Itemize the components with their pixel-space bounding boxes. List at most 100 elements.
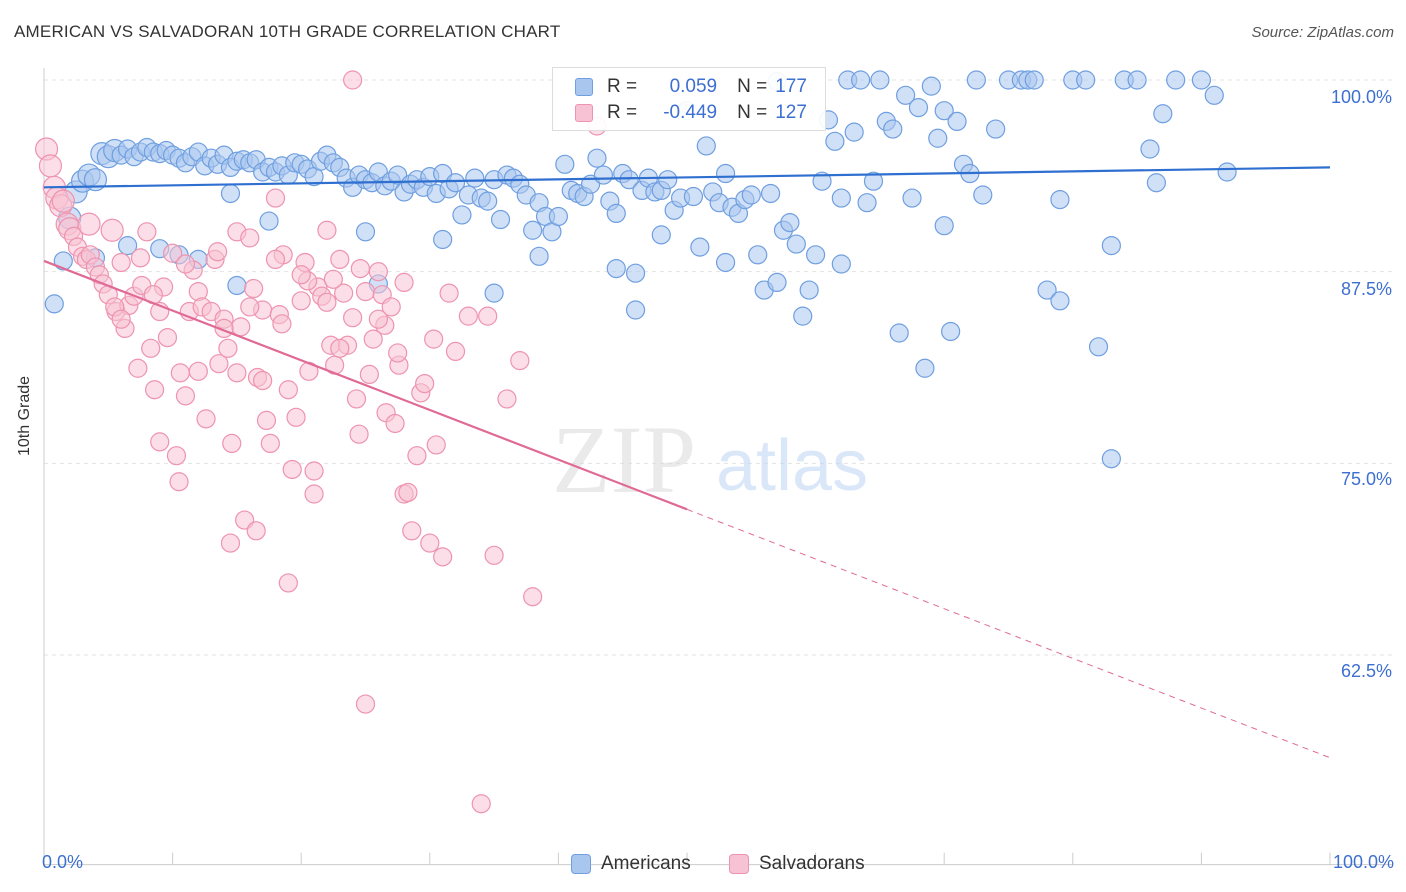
salvadorans-point-77 <box>359 364 379 384</box>
trend-line-salvadorans <box>43 259 688 511</box>
salvadorans-point-60 <box>286 407 306 427</box>
americans-point-132 <box>896 85 916 105</box>
salvadorans-point-53 <box>256 410 277 430</box>
salvadorans-point-78 <box>363 329 383 349</box>
legend-n-value: 177 <box>775 76 807 97</box>
salvadorans-point-120 <box>227 363 247 383</box>
chart-title: AMERICAN VS SALVADORAN 10TH GRADE CORREL… <box>14 22 561 41</box>
salvadorans-point-134 <box>368 309 388 329</box>
americans-point-166 <box>220 183 241 204</box>
chart-source: Source: ZipAtlas.com <box>1251 24 1394 41</box>
legend-r-label: R = <box>607 76 638 97</box>
x-tick-label-min: 0.0% <box>42 852 84 872</box>
americans-point-87 <box>606 203 626 223</box>
salvadorans-point-108 <box>130 248 151 268</box>
americans-point-150 <box>1037 280 1057 300</box>
americans-point-177 <box>831 254 851 274</box>
americans-point-119 <box>812 171 832 191</box>
series-americans <box>44 70 1237 469</box>
trend-line-salvadorans-extension <box>686 508 1331 759</box>
americans-point-104 <box>715 163 736 184</box>
salvadorans-point-67 <box>317 220 337 240</box>
salvadorans-point-82 <box>381 297 401 317</box>
watermark-zip: ZIP <box>552 406 696 513</box>
salvadorans-point-47 <box>231 317 251 337</box>
salvadorans-point-75 <box>350 259 370 279</box>
americans-point-178 <box>934 216 954 236</box>
americans-point-153 <box>1076 70 1096 90</box>
americans-point-161 <box>1191 70 1212 90</box>
salvadorans-point-91 <box>420 533 440 553</box>
salvadorans-point-1 <box>38 154 63 178</box>
legend-swatch-americans <box>575 78 593 96</box>
bottom-legend-label-salvadorans: Salvadorans <box>759 853 865 874</box>
legend-r-value: 0.059 <box>669 76 718 97</box>
y-tick-label-87-5: 87.5% <box>1340 279 1392 299</box>
salvadorans-point-94 <box>445 341 466 361</box>
salvadorans-point-59 <box>282 459 302 480</box>
americans-point-174 <box>606 259 626 279</box>
salvadorans-point-88 <box>407 446 427 466</box>
salvadorans-point-116 <box>394 272 414 292</box>
legend-n-label: N = <box>737 76 768 97</box>
americans-point-78 <box>548 206 569 227</box>
americans-point-171 <box>355 222 376 242</box>
americans-point-186 <box>1101 236 1121 256</box>
americans-point-149 <box>1024 70 1044 90</box>
salvadorans-point-114 <box>323 269 343 289</box>
watermark: ZIP atlas <box>552 406 868 513</box>
americans-point-134 <box>908 97 929 118</box>
salvadorans-point-54 <box>260 433 280 453</box>
trend-line-americans <box>43 166 1331 189</box>
americans-point-79 <box>555 154 575 174</box>
americans-point-0 <box>44 294 64 314</box>
americans-point-89 <box>619 170 639 190</box>
salvadorans-point-123 <box>388 343 408 363</box>
americans-point-173 <box>529 246 549 266</box>
bottom-legend-swatch-americans <box>571 854 591 874</box>
legend-n-label: N = <box>737 102 768 123</box>
salvadorans-point-136 <box>478 306 498 326</box>
salvadorans-point-32 <box>166 446 187 466</box>
salvadorans-point-73 <box>343 308 363 328</box>
series-salvadorans <box>34 70 607 814</box>
salvadorans-point-124 <box>169 472 189 492</box>
salvadorans-point-122 <box>330 338 350 358</box>
salvadorans-point-125 <box>253 370 273 391</box>
salvadorans-point-109 <box>175 254 196 274</box>
americans-point-111 <box>760 183 781 204</box>
americans-point-62 <box>445 173 466 193</box>
americans-point-6 <box>83 168 108 192</box>
americans-point-170 <box>259 211 279 231</box>
americans-point-67 <box>478 191 498 211</box>
americans-point-95 <box>658 170 678 190</box>
salvadorans-point-87 <box>402 521 422 541</box>
salvadorans-point-31 <box>163 243 183 263</box>
trend-lines <box>43 166 1331 759</box>
salvadorans-point-28 <box>150 432 170 452</box>
salvadorans-point-104 <box>355 694 376 714</box>
salvadorans-point-44 <box>218 338 238 358</box>
americans-point-140 <box>947 111 967 132</box>
americans-point-65 <box>465 168 485 188</box>
salvadorans-point-71 <box>334 283 354 303</box>
salvadorans-point-92 <box>424 329 444 349</box>
salvadorans-point-111 <box>240 297 260 317</box>
americans-point-115 <box>786 234 806 254</box>
salvadorans-point-131 <box>265 249 286 269</box>
americans-point-126 <box>857 193 877 213</box>
salvadorans-point-23 <box>128 358 148 378</box>
bottom-legend-swatch-salvadorans <box>729 854 749 874</box>
salvadorans-point-132 <box>291 265 311 285</box>
americans-point-116 <box>793 306 813 326</box>
y-tick-label-62-5: 62.5% <box>1340 661 1392 681</box>
americans-point-160 <box>1166 70 1186 90</box>
salvadorans-point-61 <box>291 291 311 311</box>
grid-lines <box>44 79 1392 656</box>
americans-point-151 <box>1050 291 1070 311</box>
salvadorans-point-83 <box>385 413 405 434</box>
x-tick-label-max: 100.0% <box>1332 852 1394 872</box>
salvadorans-point-97 <box>484 545 504 565</box>
americans-point-184 <box>625 300 646 320</box>
